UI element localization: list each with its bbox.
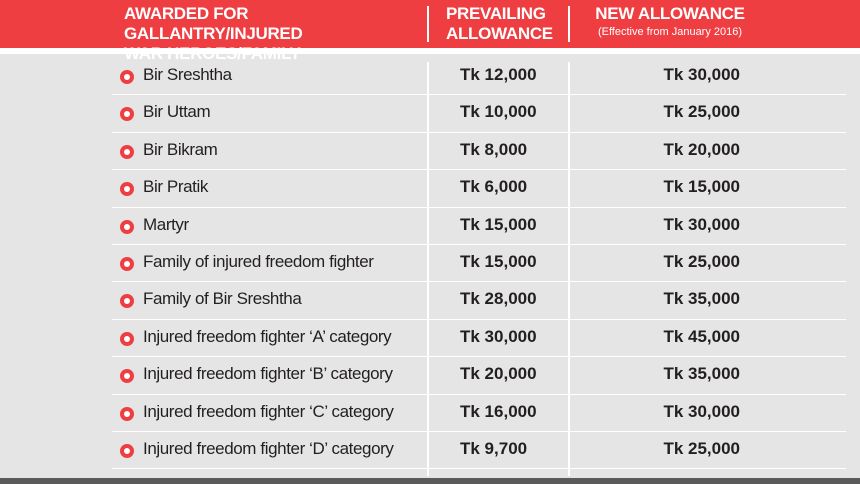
table-row: Bir Uttam Tk 10,000 Tk 25,000 — [0, 95, 860, 134]
row-prevailing: Tk 9,700 — [460, 438, 528, 458]
row-new: Tk 35,000 — [663, 289, 740, 309]
row-new: Tk 20,000 — [663, 139, 740, 159]
row-new: Tk 15,000 — [663, 177, 740, 197]
table-row: Injured freedom fighter ‘D’ category Tk 9… — [0, 432, 860, 470]
row-label: Injured freedom fighter ‘B’ category — [143, 364, 393, 384]
header-new-subtitle: (Effective from January 2016) — [597, 26, 743, 38]
column-divider — [568, 62, 570, 476]
header-new: NEW ALLOWANCE (Effective from January 20… — [590, 4, 750, 40]
row-prevailing: Tk 28,000 — [460, 289, 537, 309]
header-prevailing: PREVAILING ALLOWANCE — [446, 4, 556, 44]
bottom-bar — [0, 478, 860, 484]
table-body: Bir Sreshtha Tk 12,000 Tk 30,000 Bir Uttam T… — [0, 58, 860, 470]
bullet-icon — [120, 70, 134, 84]
header-underline — [0, 48, 860, 54]
row-new: Tk 45,000 — [663, 326, 740, 346]
row-prevailing: Tk 12,000 — [460, 65, 537, 84]
row-new: Tk 25,000 — [663, 251, 740, 271]
bullet-icon — [120, 369, 134, 384]
row-label: Injured freedom fighter ‘D’ category — [143, 438, 394, 458]
bullet-icon — [120, 331, 134, 346]
row-new: Tk 25,000 — [663, 102, 740, 122]
row-prevailing: Tk 16,000 — [460, 401, 537, 421]
bullet-icon — [120, 256, 134, 271]
header-awarded: AWARDED FOR GALLANTRY/INJURED WAR HEROES… — [124, 4, 414, 64]
bullet-icon — [120, 406, 134, 421]
row-prevailing: Tk 6,000 — [460, 177, 528, 197]
row-prevailing: Tk 8,000 — [460, 139, 528, 159]
header-divider — [568, 6, 570, 42]
table-header: AWARDED FOR GALLANTRY/INJURED WAR HEROES… — [0, 0, 860, 63]
column-divider — [427, 62, 429, 476]
row-label: Bir Pratik — [143, 177, 208, 197]
row-prevailing: Tk 20,000 — [460, 364, 537, 384]
bullet-icon — [120, 182, 134, 197]
row-label: Bir Uttam — [143, 102, 211, 122]
bullet-icon — [120, 443, 134, 458]
header-divider — [427, 6, 429, 42]
table-row: Bir Pratik Tk 6,000 Tk 15,000 — [0, 170, 860, 208]
row-new: Tk 30,000 — [663, 401, 740, 421]
row-label: Martyr — [143, 214, 189, 234]
table-row: Family of injured freedom fighter Tk 15,0… — [0, 245, 860, 283]
row-prevailing: Tk 15,000 — [460, 251, 537, 271]
header-prevailing-line2: ALLOWANCE — [446, 24, 553, 43]
row-label: Injured freedom fighter ‘A’ category — [143, 326, 392, 346]
row-label: Injured freedom fighter ‘C’ category — [143, 401, 394, 421]
bullet-icon — [120, 144, 134, 159]
row-prevailing: Tk 30,000 — [460, 326, 537, 346]
table-row: Injured freedom fighter ‘C’ category Tk 1… — [0, 395, 860, 433]
row-new: Tk 25,000 — [663, 438, 740, 458]
row-new: Tk 35,000 — [663, 364, 740, 384]
bullet-icon — [120, 294, 134, 309]
table-row: Bir Bikram Tk 8,000 Tk 20,000 — [0, 133, 860, 171]
header-new-title: NEW ALLOWANCE — [595, 4, 745, 23]
table-row: Martyr Tk 15,000 Tk 30,000 — [0, 208, 860, 246]
row-new: Tk 30,000 — [663, 65, 740, 84]
header-awarded-line1: AWARDED FOR GALLANTRY/INJURED — [124, 4, 303, 43]
bullet-icon — [120, 107, 134, 122]
row-label: Bir Sreshtha — [143, 65, 232, 84]
row-prevailing: Tk 10,000 — [460, 102, 537, 122]
row-label: Family of injured freedom fighter — [143, 251, 374, 271]
table-row: Bir Sreshtha Tk 12,000 Tk 30,000 — [0, 58, 860, 96]
row-label: Family of Bir Sreshtha — [143, 289, 302, 309]
row-prevailing: Tk 15,000 — [460, 214, 537, 234]
table-row: Injured freedom fighter ‘B’ category Tk 2… — [0, 357, 860, 395]
header-prevailing-line1: PREVAILING — [446, 4, 546, 23]
row-new: Tk 30,000 — [663, 214, 740, 234]
row-label: Bir Bikram — [143, 139, 218, 159]
bullet-icon — [120, 219, 134, 234]
table-row: Injured freedom fighter ‘A’ category Tk 3… — [0, 320, 860, 358]
table-row: Family of Bir Sreshtha Tk 28,000 Tk 35,000 — [0, 282, 860, 321]
